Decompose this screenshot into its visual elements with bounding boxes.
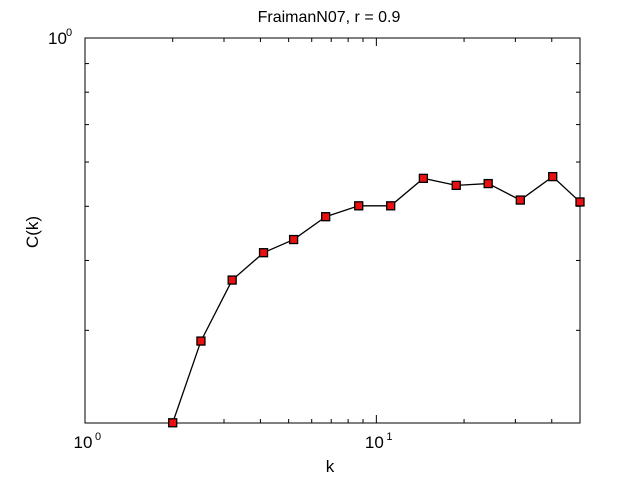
minor-ticks — [85, 38, 580, 423]
series-line — [172, 175, 581, 423]
data-point-marker — [548, 171, 558, 182]
data-point-marker — [575, 197, 585, 207]
data-point-marker — [515, 195, 525, 205]
major-ticks — [84, 37, 580, 423]
data-point-marker — [168, 418, 178, 428]
x-tick-label-exponent: 0 — [95, 431, 101, 443]
plot-area — [84, 37, 581, 424]
data-point-marker — [386, 201, 396, 211]
data-point-marker — [418, 173, 429, 183]
data-point-marker — [258, 248, 269, 258]
data-point-marker — [196, 336, 206, 346]
y-axis-label: C(k) — [23, 216, 42, 248]
y-tick-label-exponent: 0 — [66, 27, 72, 39]
x-tick-label-exponent: 1 — [386, 431, 392, 443]
data-point-marker — [227, 275, 237, 285]
x-tick-label: 10 — [74, 433, 93, 452]
y-tick-label: 10 — [48, 29, 67, 48]
data-point-marker — [483, 178, 493, 189]
data-point-marker — [451, 180, 461, 191]
data-point-marker — [321, 212, 331, 222]
x-axis-label: k — [326, 457, 335, 476]
x-tick-label: 10 — [365, 433, 384, 452]
data-point-marker — [288, 234, 299, 245]
series-layer — [168, 171, 585, 428]
chart-title: FraimanN07, r = 0.9 — [258, 9, 401, 26]
data-point-marker — [354, 201, 364, 211]
